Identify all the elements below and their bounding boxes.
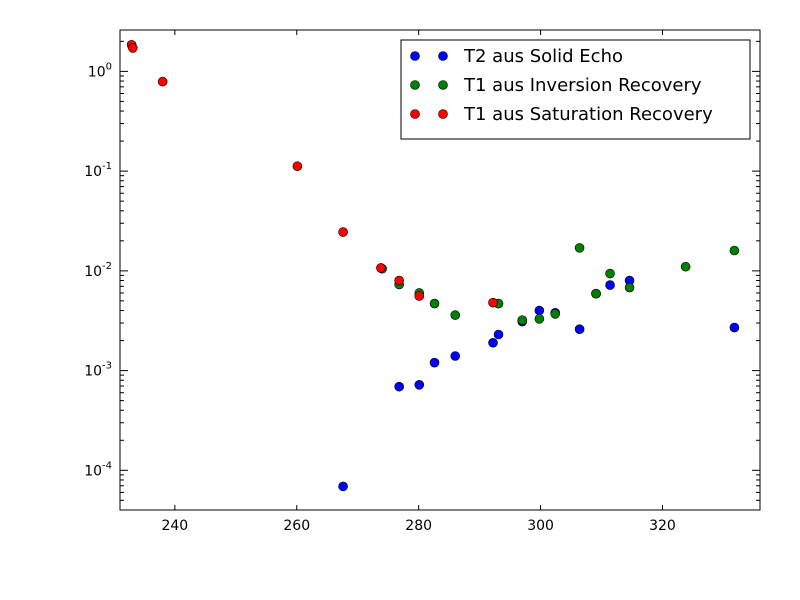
- data-point: [493, 329, 504, 340]
- legend-marker: [410, 80, 420, 90]
- data-point: [414, 291, 425, 301]
- y-tick-label: 10-4: [84, 460, 112, 479]
- data-point: [429, 357, 440, 368]
- y-tick-label: 10-2: [84, 261, 112, 280]
- legend-marker: [438, 109, 448, 119]
- legend-label: T1 aus Inversion Recovery: [463, 75, 702, 96]
- data-point: [394, 381, 404, 392]
- axis-ticks: [120, 30, 760, 511]
- data-point: [550, 309, 561, 319]
- axis-tick-labels: 240 260 280 300 320 100 10-1 10-2 10-3 10-4: [84, 61, 676, 534]
- y-tick-label: 100: [88, 61, 112, 80]
- data-point: [534, 314, 545, 324]
- legend-box: [400, 39, 751, 140]
- legend: T2 aus Solid Echo T1 aus Inversion Recove…: [400, 39, 751, 140]
- data-point: [338, 227, 348, 237]
- data-point: [605, 268, 615, 279]
- legend-marker: [410, 51, 420, 61]
- data-point: [128, 43, 138, 53]
- y-tick-label: 10-1: [84, 161, 112, 180]
- legend-label: T2 aus Solid Echo: [463, 46, 623, 67]
- legend-marker: [438, 51, 448, 61]
- data-point: [488, 337, 498, 348]
- data-point: [292, 161, 303, 172]
- data-point: [157, 76, 168, 87]
- plot-frame: [119, 29, 761, 511]
- data-point: [394, 275, 404, 286]
- data-point: [624, 282, 635, 293]
- legend-marker: [438, 80, 448, 90]
- x-tick-label: 260: [283, 518, 310, 534]
- x-tick-label: 240: [161, 518, 188, 534]
- data-point: [517, 315, 528, 326]
- data-point: [591, 288, 601, 299]
- x-tick-label: 320: [649, 518, 676, 534]
- x-tick-label: 300: [527, 518, 554, 534]
- data-point: [574, 243, 585, 253]
- x-tick-label: 280: [405, 518, 432, 534]
- data-point: [729, 245, 740, 256]
- y-tick-label: 10-3: [84, 361, 112, 380]
- legend-label: T1 aus Saturation Recovery: [463, 104, 713, 125]
- data-point: [729, 322, 740, 333]
- data-point: [680, 261, 691, 272]
- data-point: [534, 305, 545, 316]
- data-point: [450, 351, 461, 361]
- data-point: [429, 298, 440, 309]
- data-points: [126, 39, 740, 492]
- data-point: [450, 310, 461, 320]
- data-point: [414, 380, 425, 390]
- data-point: [574, 324, 585, 334]
- legend-marker: [410, 109, 420, 119]
- data-point: [338, 481, 348, 492]
- data-point: [488, 297, 498, 308]
- data-point: [605, 280, 615, 290]
- data-point: [376, 263, 386, 273]
